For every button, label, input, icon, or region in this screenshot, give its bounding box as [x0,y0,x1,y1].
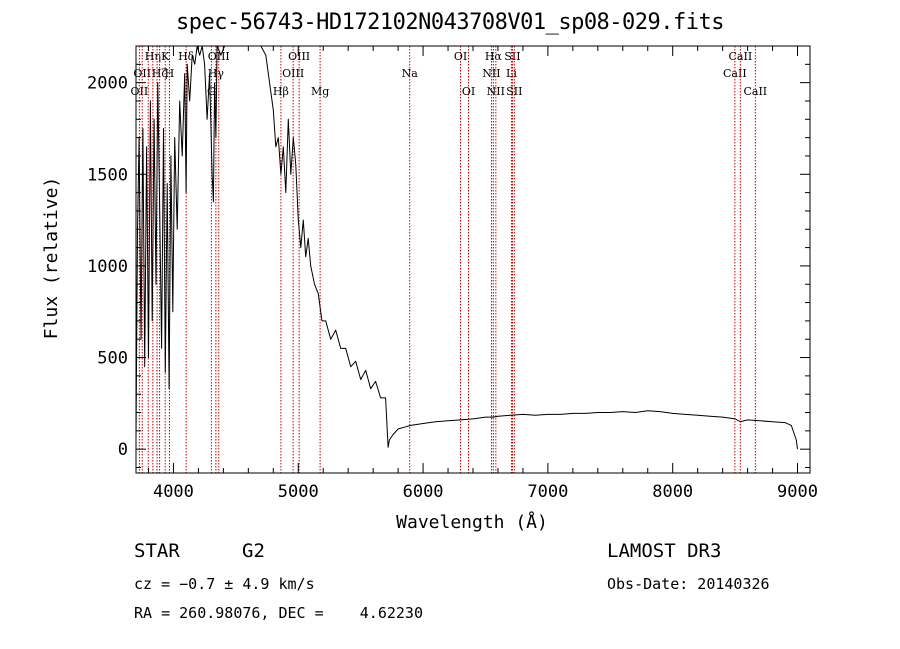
line-marker-label: OIII [288,50,310,63]
x-tick-label: 8000 [652,482,693,502]
x-tick-label: 5000 [278,482,319,502]
line-marker-label: NII [487,85,505,98]
x-tick-label: 9000 [777,482,818,502]
line-marker-label: OI [454,50,467,63]
spectrum-series [135,45,798,450]
y-axis-label: Flux (relative) [41,177,62,340]
line-marker-label: OII [133,67,151,80]
line-marker-label: Hζ [152,67,168,80]
spectrum-line [135,45,798,450]
redshift-readout: cz = −0.7 ± 4.9 km/s [134,575,315,593]
line-marker-label: OIII [282,67,304,80]
line-marker-label: OIII [208,50,230,63]
y-tick-label: 0 [118,440,128,460]
line-marker-label: CaII [729,50,753,63]
object-subclass: G2 [242,540,265,562]
y-tick-label: 2000 [87,74,128,94]
x-tick-label: 6000 [403,482,444,502]
line-marker-label: Hγ [208,67,225,80]
line-marker-label: H [165,67,175,80]
y-tick-label: 1500 [87,165,128,185]
line-marker-label: CaII [723,67,747,80]
x-tick-label: 4000 [153,482,194,502]
survey-name: LAMOST DR3 [607,540,722,562]
observation-date: Obs-Date: 20140326 [607,575,770,593]
line-marker-label: Hβ [273,85,289,98]
x-tick-label: 7000 [527,482,568,502]
y-tick-label: 1000 [87,257,128,277]
line-marker-label: Na [402,67,419,80]
object-class: STAR [134,540,180,562]
line-marker-label: Mg [311,85,329,98]
line-marker-label: G [207,85,216,98]
line-marker-label: OII [131,85,149,98]
line-marker-label: Hα [485,50,503,63]
line-marker-label: SII [504,50,520,63]
line-marker-label: NII [482,67,500,80]
line-marker-label: Li [506,67,517,80]
chart-title: spec-56743-HD172102N043708V01_sp08-029.f… [175,10,725,35]
line-marker-label: OI [462,85,475,98]
line-marker-label: K [161,50,170,63]
x-axis-label: Wavelength (Å) [396,511,548,533]
axes: 4000 5000 6000 7000 8000 9000 0 500 1000 1500 2000 [87,45,818,502]
line-marker-label: Hη [145,50,161,63]
line-marker-label: CaII [743,85,767,98]
line-marker-label: Hδ [178,50,195,63]
plot-frame [135,45,811,474]
line-marker-label: SII [506,85,522,98]
coordinates-readout: RA = 260.98076, DEC = 4.62230 [134,604,423,622]
y-tick-label: 500 [97,349,128,369]
